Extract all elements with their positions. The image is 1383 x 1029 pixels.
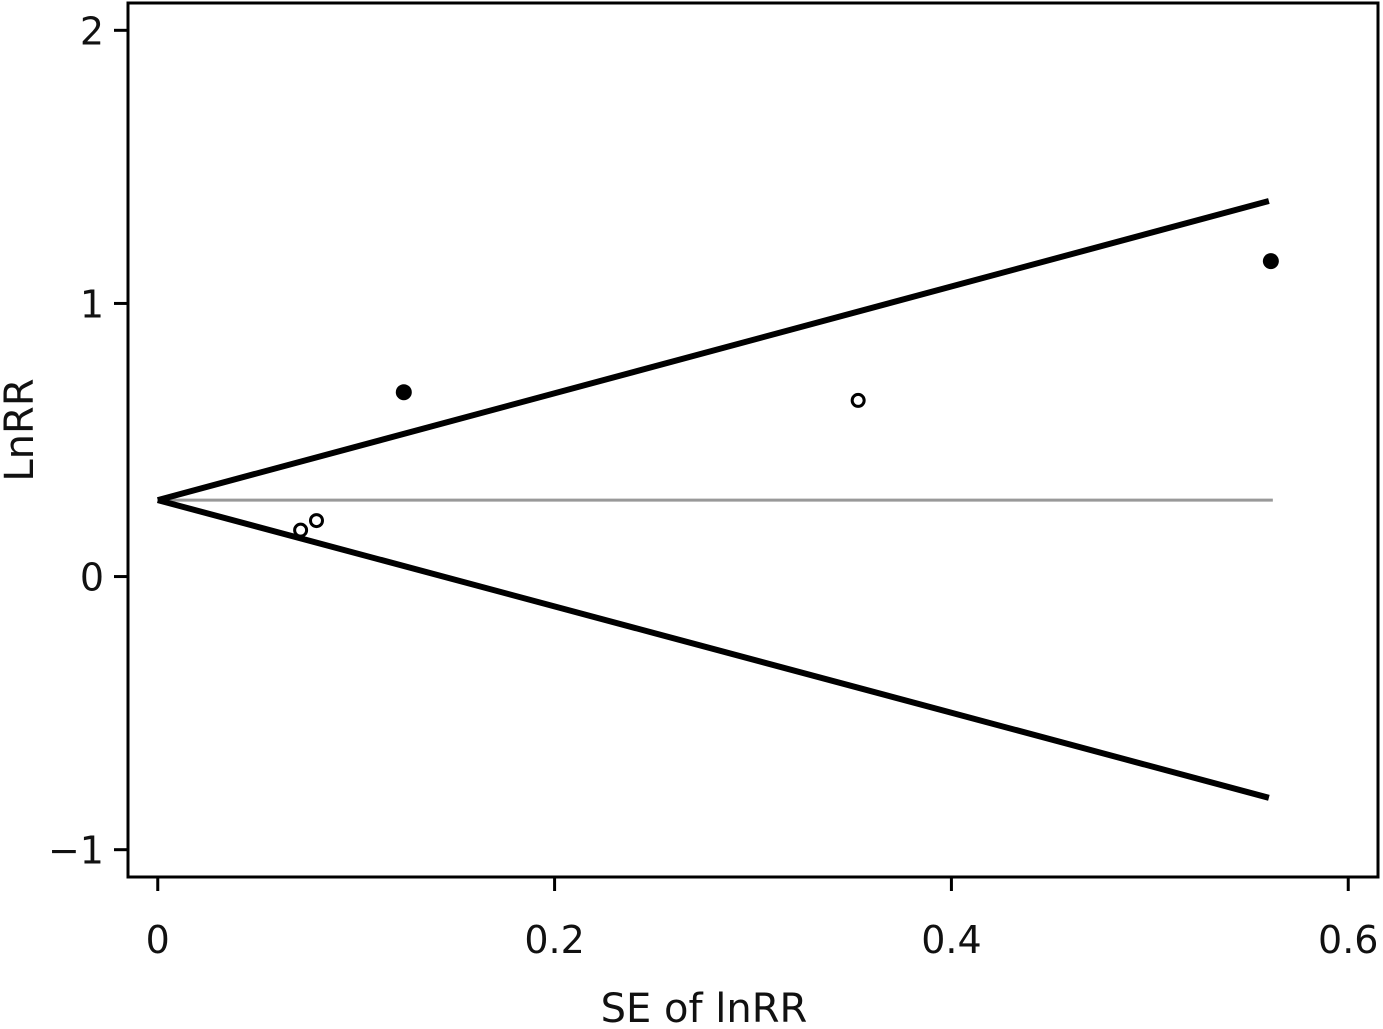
y-axis-title: LnRR [0,378,43,481]
y-tick-label: −1 [48,829,104,873]
study-point-open [308,513,324,529]
study-point-open [850,392,866,408]
x-tick-label: 0.2 [524,918,584,962]
x-tick-label: 0.4 [921,918,981,962]
plot-frame [126,1,1380,879]
x-axis-title: SE of lnRR [601,986,808,1029]
x-tick-label: 0.6 [1318,918,1378,962]
y-tick-label: 0 [80,556,104,600]
upper-confidence-line [156,198,1270,503]
study-point-filled [1262,253,1279,270]
study-point-filled [395,384,412,401]
study-point-open [293,522,309,538]
y-tick-label: 2 [80,9,104,53]
lower-confidence-line [156,497,1270,801]
x-tick-label: 0 [146,918,170,962]
y-tick-label: 1 [80,282,104,326]
